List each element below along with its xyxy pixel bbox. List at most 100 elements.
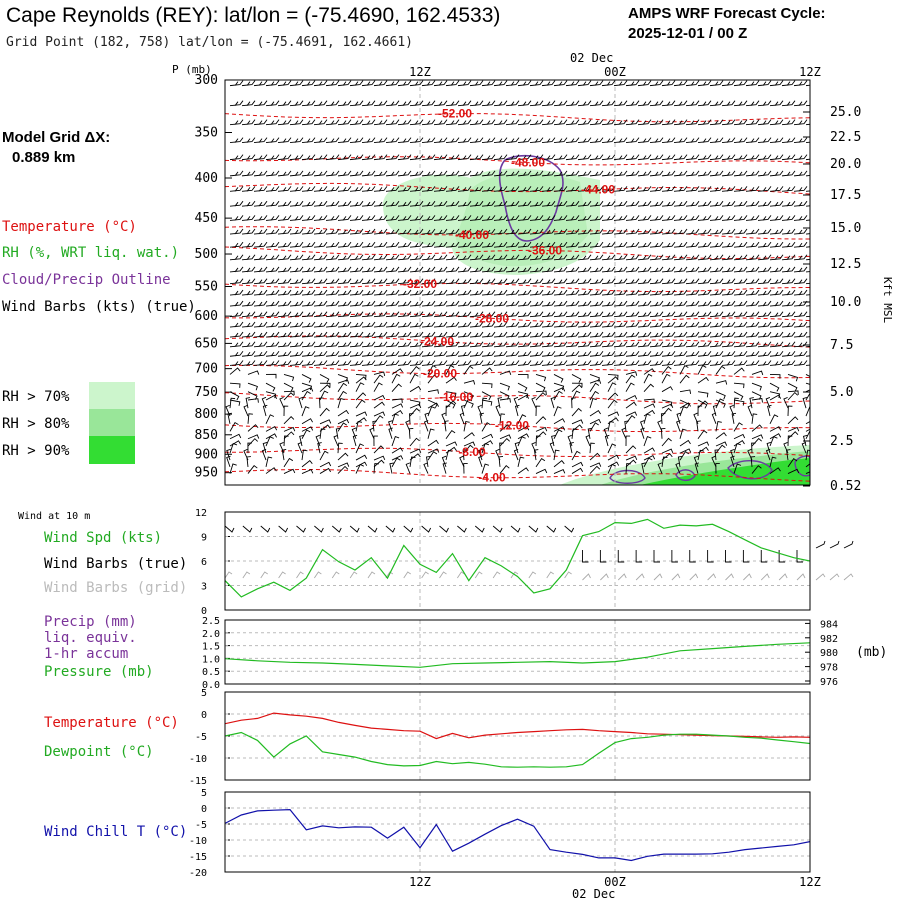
wind-barb: [673, 289, 688, 296]
wind-barb: [457, 360, 472, 366]
wind-barb: [289, 241, 304, 248]
wind-barb: [553, 100, 568, 107]
wind-barb: [781, 228, 796, 235]
wind-barb: [565, 100, 580, 107]
wind-barb: [433, 137, 448, 144]
wind-barb: [517, 154, 532, 161]
wind-barb: [637, 300, 652, 307]
wind-barb: [493, 321, 508, 328]
wind-barb: [805, 421, 810, 425]
wind-barb: [361, 341, 376, 348]
wind-barb: [457, 311, 472, 318]
wind-barb-grid: [474, 571, 483, 579]
legend-pressure: Pressure (mb): [44, 664, 154, 680]
wind-barb: [733, 80, 748, 87]
legend-wind-barbs: Wind Barbs (kts) (true): [2, 299, 196, 315]
wind-barb: [733, 382, 745, 389]
wind-barb: [529, 137, 544, 144]
wind-barb: [805, 336, 810, 338]
wind-barb: [469, 278, 484, 285]
wind-barb: [805, 233, 810, 235]
wind-barb: [577, 321, 592, 328]
wind-barb: [373, 331, 388, 338]
wind-barb-true: [564, 525, 575, 533]
wind-barb: [531, 397, 537, 409]
rh-legend-90: RH > 90%: [2, 443, 70, 459]
wind-barb: [493, 278, 508, 285]
wind-barb: [493, 350, 508, 357]
wind-barb: [493, 289, 508, 296]
precip-pressure-panel: Precip (mm) liq. equiv. 1-hr accum Press…: [44, 614, 887, 691]
wind-barb: [553, 418, 566, 425]
wind-barb: [805, 158, 810, 161]
wind-barb: [517, 80, 532, 87]
wind-barb: [469, 341, 484, 348]
wind-barb: [757, 80, 772, 87]
wind-barb: [445, 376, 457, 384]
wind-barb: [265, 350, 280, 357]
top-time-label: 00Z: [604, 65, 626, 79]
wind-barb: [565, 321, 580, 328]
wind-barb: [625, 459, 637, 468]
wind-barb: [355, 382, 365, 392]
wind-barb: [541, 254, 556, 261]
wind-barb: [337, 321, 352, 328]
wind-barb: [649, 360, 664, 366]
wind-barb: [433, 278, 448, 285]
wind-barb: [349, 186, 364, 192]
wind-barb: [433, 360, 448, 366]
wind-barb: [277, 215, 292, 221]
wind-barb: [405, 462, 411, 474]
wind-barb: [601, 241, 616, 248]
wind-barb: [747, 448, 753, 461]
wind-barb-true: [457, 525, 467, 533]
wind-barb: [409, 321, 424, 328]
wind-barb: [649, 215, 664, 221]
precip-tick-label: 0.5: [202, 667, 220, 678]
pressure-tick-label: 450: [195, 211, 218, 226]
wind-barb: [469, 215, 484, 221]
wind-barb: [637, 228, 652, 235]
wind-barb: [229, 100, 244, 107]
wind-barb: [373, 371, 386, 377]
wind-barb: [757, 228, 772, 235]
wind-barb: [281, 449, 287, 461]
wind-barb: [805, 428, 810, 432]
wind-barb: [565, 119, 580, 126]
wind-barb-true: [278, 525, 289, 533]
wind-barb: [533, 449, 539, 461]
wind-barb: [481, 360, 496, 366]
isotherm-label: -20.00: [423, 367, 457, 381]
wind-barb: [637, 350, 652, 357]
wind-barb: [481, 186, 496, 192]
wind-barb: [697, 446, 709, 454]
wind-barb-grid: [600, 573, 609, 581]
wind-barb: [661, 186, 676, 192]
wind-barb: [697, 341, 712, 348]
wind-barb: [385, 360, 400, 366]
wind-barb: [277, 289, 292, 296]
wind-barb: [397, 100, 412, 107]
wind-barb: [781, 80, 796, 87]
wind-barb: [679, 374, 690, 384]
wind-barb: [373, 360, 388, 366]
wind-barb: [441, 455, 447, 468]
wind-barb: [535, 405, 541, 417]
wind-barb: [421, 100, 436, 107]
wind-barb-true: [653, 550, 660, 563]
wind-barb: [721, 350, 736, 357]
wind-barb: [679, 451, 690, 461]
wind-barb: [481, 443, 490, 454]
wind-barb: [553, 300, 568, 307]
wind-barb: [337, 137, 352, 144]
wind-barb: [261, 448, 267, 461]
wind-barb: [793, 331, 808, 338]
wind-barb: [427, 448, 440, 454]
wind-barb: [802, 396, 808, 409]
wind-barb: [229, 422, 239, 432]
wind-barb: [265, 100, 280, 107]
wind-barb: [805, 392, 810, 401]
wind-barb: [457, 186, 472, 192]
wind-barb: [649, 341, 664, 348]
wind-barb: [385, 137, 400, 144]
